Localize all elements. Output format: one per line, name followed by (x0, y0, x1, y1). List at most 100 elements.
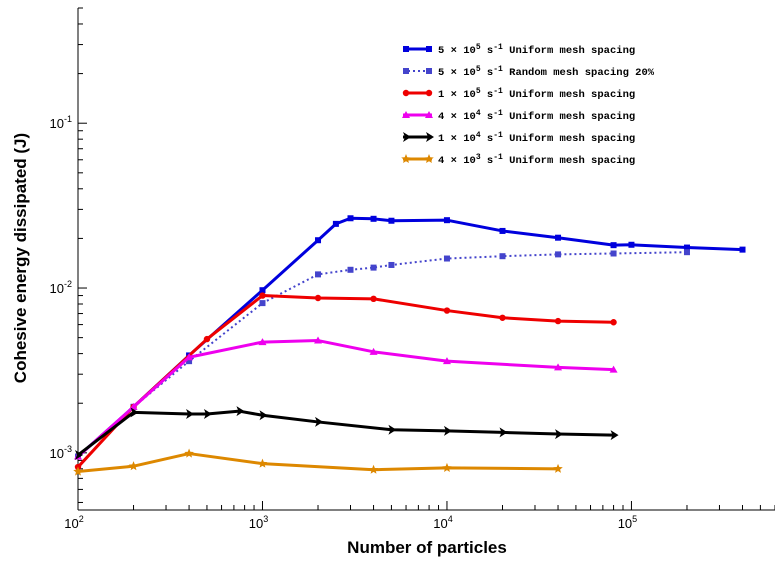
x-tick-label: 103 (249, 514, 268, 531)
series-line (77, 452, 559, 474)
data-point (203, 335, 211, 343)
legend-label: 1 × 105 s-1 Uniform mesh spacing (438, 87, 635, 101)
data-point (499, 227, 506, 234)
data-point (443, 255, 450, 262)
legend-entry: 4 × 104 s-1 Uniform mesh spacing (402, 109, 635, 123)
data-point (555, 429, 564, 440)
legend-swatch-marker (424, 154, 434, 164)
x-tick-label: 102 (64, 514, 83, 531)
legend-swatch-marker (426, 132, 434, 142)
series-1 (75, 215, 746, 460)
y-axis-title: Cohesive energy dissipated (J) (11, 133, 30, 383)
data-point (388, 424, 397, 435)
data-point (369, 347, 378, 355)
data-point (443, 307, 451, 314)
series-line (77, 216, 743, 458)
legend-swatch-marker (403, 46, 409, 52)
data-point (128, 461, 139, 471)
data-point (370, 215, 377, 222)
data-point (442, 357, 451, 365)
data-point (315, 416, 324, 427)
data-point (368, 464, 379, 474)
data-point (332, 220, 339, 227)
data-point (236, 406, 245, 417)
data-point (554, 317, 562, 325)
data-point (555, 251, 562, 258)
data-point (499, 314, 506, 321)
data-point (315, 237, 322, 244)
legend-entry: 4 × 103 s-1 Uniform mesh spacing (401, 153, 635, 167)
series-6 (73, 448, 563, 476)
data-point (130, 407, 139, 418)
x-axis-title: Number of particles (347, 538, 507, 557)
data-point (388, 217, 395, 224)
series-layer (73, 215, 746, 476)
data-point (186, 358, 193, 365)
legend-swatch-marker (425, 111, 433, 118)
data-point (610, 319, 617, 326)
x-tick-label: 104 (433, 514, 452, 531)
legend-label: 4 × 104 s-1 Uniform mesh spacing (438, 109, 635, 123)
data-point (203, 409, 212, 420)
legend-label: 5 × 105 s-1 Random mesh spacing 20% (438, 65, 655, 79)
data-point (739, 246, 746, 253)
data-point (315, 271, 322, 278)
data-point (388, 261, 395, 268)
legend-label: 1 × 104 s-1 Uniform mesh spacing (438, 131, 635, 145)
data-point (553, 463, 563, 473)
legend: 5 × 105 s-1 Uniform mesh spacing 5 × 105 … (401, 43, 655, 167)
data-point (370, 264, 377, 271)
data-point (258, 338, 267, 346)
data-point (73, 466, 83, 476)
data-point (628, 241, 635, 248)
data-point (257, 458, 268, 468)
series-5 (75, 406, 619, 461)
x-tick-label: 105 (618, 514, 637, 531)
data-point (314, 336, 323, 344)
data-point (186, 409, 195, 420)
legend-entry: 5 × 105 s-1 Uniform mesh spacing (403, 43, 635, 57)
data-point (609, 365, 618, 373)
data-point (185, 353, 194, 361)
series-line (77, 339, 614, 458)
y-tick-label: 10-2 (50, 279, 72, 296)
legend-entry: 1 × 105 s-1 Uniform mesh spacing (402, 87, 635, 101)
legend-swatch-marker (403, 132, 411, 142)
legend-swatch-marker (426, 68, 432, 74)
legend-entry: 5 × 105 s-1 Random mesh spacing 20% (403, 65, 655, 79)
series-line (76, 294, 614, 469)
series-line (77, 409, 614, 457)
data-point (184, 448, 194, 458)
data-point (610, 242, 617, 249)
data-point (554, 363, 563, 371)
plot-axes: 102 103 104 105 10-3 10-2 10-1 (50, 7, 775, 531)
data-point (683, 244, 690, 251)
series-3 (74, 292, 617, 471)
data-point (347, 215, 354, 222)
data-point (75, 450, 83, 461)
data-point (314, 294, 322, 302)
y-tick-label: 10-3 (50, 444, 72, 461)
data-point (259, 410, 268, 421)
data-point (370, 295, 377, 303)
data-point (442, 462, 452, 472)
data-point (499, 253, 506, 260)
data-point (259, 300, 266, 307)
data-point (610, 430, 619, 441)
data-point (443, 217, 450, 224)
data-point (499, 427, 508, 438)
legend-swatch-marker (401, 154, 411, 164)
y-tick-label: 10-1 (50, 114, 72, 131)
legend-swatch-marker (425, 89, 433, 97)
data-point (443, 425, 452, 436)
legend-swatch-marker (402, 111, 410, 118)
legend-swatch-marker (426, 46, 432, 52)
legend-label: 4 × 103 s-1 Uniform mesh spacing (438, 153, 635, 167)
data-point (347, 266, 354, 273)
data-point (555, 234, 562, 241)
data-point (683, 249, 690, 256)
data-point (610, 250, 617, 257)
legend-label: 5 × 105 s-1 Uniform mesh spacing (438, 43, 635, 57)
legend-swatch-marker (403, 68, 409, 74)
